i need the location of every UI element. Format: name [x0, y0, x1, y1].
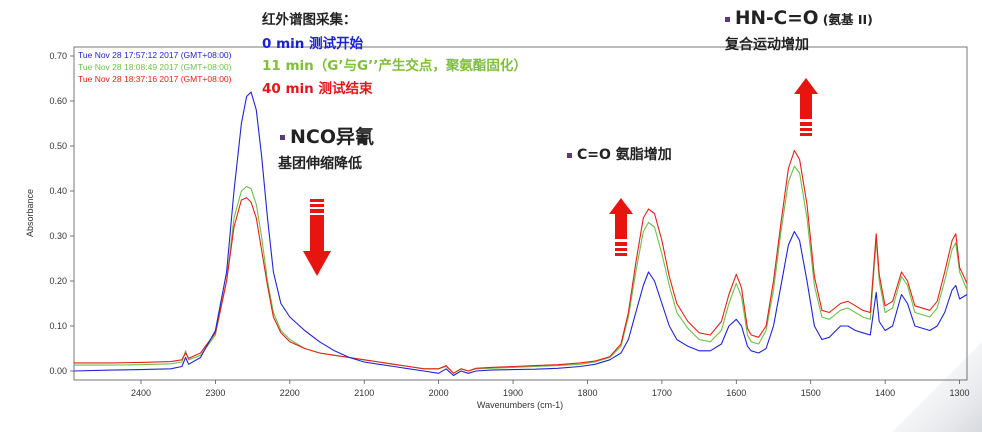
legend-entry: Tue Nov 28 18:08:49 2017 (GMT+08:00) [78, 62, 232, 72]
x-tick-label: 1500 [801, 388, 821, 398]
y-tick-label: 0.10 [49, 321, 67, 331]
x-tick-label: 1900 [503, 388, 523, 398]
series-line-0 [73, 91, 968, 377]
arrow-shaft [310, 215, 324, 253]
x-tick-label: 1800 [577, 388, 597, 398]
legend: Tue Nov 28 17:57:12 2017 (GMT+08:00) Tue … [78, 50, 232, 84]
y-tick-label: 0.20 [49, 276, 67, 286]
arrow-shaft [615, 213, 627, 239]
legend-entry: Tue Nov 28 17:57:12 2017 (GMT+08:00) [78, 50, 232, 60]
y-tick-label: 0.40 [49, 186, 67, 196]
x-tick-label: 1700 [652, 388, 672, 398]
arrow-stripe [310, 204, 324, 207]
legend-entry: Tue Nov 28 18:37:16 2017 (GMT+08:00) [78, 74, 232, 84]
x-tick-label: 2000 [429, 388, 449, 398]
co-up-arrow [609, 198, 633, 256]
hn-suffix: (氨基 II) [818, 12, 873, 27]
arrow-stripe [615, 248, 627, 251]
collection-title: 红外谱图采集： [262, 12, 357, 28]
x-axis-label: Wavenumbers (cm-1) [477, 400, 563, 410]
x-tick-label: 1400 [875, 388, 895, 398]
nco-title: NCO异氰 [290, 126, 374, 148]
bullet-icon [280, 135, 285, 140]
series-lines [73, 91, 968, 377]
y-axis-label: Absorbance [25, 189, 35, 237]
arrow-stripe [800, 122, 812, 126]
time-11-label: 11 min（G’与G’’产生交点，聚氨酯固化） [262, 58, 527, 74]
x-axis: 2400 2300 2200 2100 2000 1900 1800 1700 1600 1500… [131, 380, 970, 398]
y-tick-label: 0.30 [49, 231, 67, 241]
hn-up-arrow [794, 78, 818, 136]
x-tick-label: 1600 [726, 388, 746, 398]
arrow-shaft [800, 93, 812, 119]
plot-frame [73, 46, 968, 381]
co-label: C=O 氨脂增加 [577, 147, 672, 163]
nco-down-arrow [303, 199, 331, 276]
series-line-1 [74, 165, 968, 374]
y-tick-label: 0.00 [49, 366, 67, 376]
y-tick-label: 0.50 [49, 141, 67, 151]
arrow-head [794, 78, 818, 94]
hn-annotation: HN-C=O (氨基 II) [725, 8, 873, 29]
time-40-label: 40 min 测试结束 [262, 81, 373, 97]
arrow-stripe [310, 209, 324, 213]
x-tick-label: 2400 [131, 388, 151, 398]
arrow-stripe [310, 199, 324, 202]
x-tick-label: 2300 [205, 388, 225, 398]
arrow-stripe [800, 128, 812, 131]
bullet-icon [725, 16, 730, 22]
x-tick-label: 2200 [280, 388, 300, 398]
arrows [303, 78, 818, 276]
time-0-label: 0 min 测试开始 [262, 36, 364, 52]
y-tick-label: 0.60 [49, 96, 67, 106]
co-annotation: C=O 氨脂增加 [567, 147, 672, 163]
nco-annotation: NCO异氰 [280, 126, 374, 149]
bullet-icon [567, 152, 572, 158]
y-axis: 0.00 0.10 0.20 0.30 0.40 0.50 0.60 0.70 [49, 51, 74, 376]
arrow-head [303, 251, 331, 276]
hn-title: HN-C=O [735, 8, 819, 29]
corner-shading [892, 342, 982, 432]
arrow-head [609, 198, 633, 214]
arrow-stripe [615, 253, 627, 256]
y-tick-label: 0.70 [49, 51, 67, 61]
series-line-2 [74, 149, 968, 374]
x-tick-label: 2100 [354, 388, 374, 398]
arrow-stripe [800, 133, 812, 136]
nco-description: 基团伸缩降低 [278, 156, 362, 172]
arrow-stripe [615, 242, 627, 246]
hn-description: 复合运动增加 [725, 37, 809, 53]
x-tick-label: 1300 [950, 388, 970, 398]
